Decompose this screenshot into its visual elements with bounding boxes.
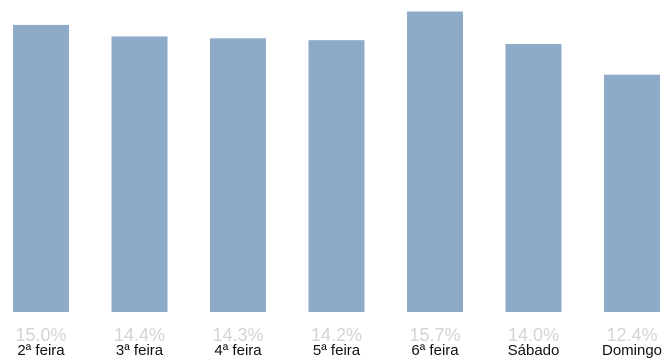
bar-6 — [604, 74, 660, 312]
value-label-5: 14.0% — [508, 325, 559, 345]
bar-4 — [407, 11, 463, 312]
category-label-1: 3ª feira — [116, 342, 164, 358]
value-label-6: 12.4% — [606, 325, 657, 345]
bar-5 — [505, 44, 562, 312]
value-labels-group: 15.0% 14.4% 14.3% 14.2% 15.7% 14.0% 12.4% — [15, 325, 657, 345]
bar-2 — [210, 38, 266, 313]
value-label-2: 14.3% — [212, 325, 263, 345]
category-label-3: 5ª feira — [313, 342, 361, 358]
value-label-4: 15.7% — [409, 325, 460, 345]
category-label-2: 4ª feira — [214, 342, 262, 358]
value-label-1: 14.4% — [114, 325, 165, 345]
category-labels-group: 2ª feira 3ª feira 4ª feira 5ª feira 6ª feira… — [17, 342, 662, 358]
value-label-3: 14.2% — [311, 325, 362, 345]
bar-1 — [111, 36, 168, 313]
category-label-6: Domingo — [602, 342, 662, 358]
category-label-5: Sábado — [508, 342, 560, 358]
category-label-0: 2ª feira — [17, 342, 65, 358]
bars-group — [13, 11, 660, 313]
bar-0 — [13, 24, 69, 313]
value-label-0: 15.0% — [15, 325, 66, 345]
bar-3 — [308, 40, 365, 312]
category-label-4: 6ª feira — [411, 342, 459, 358]
